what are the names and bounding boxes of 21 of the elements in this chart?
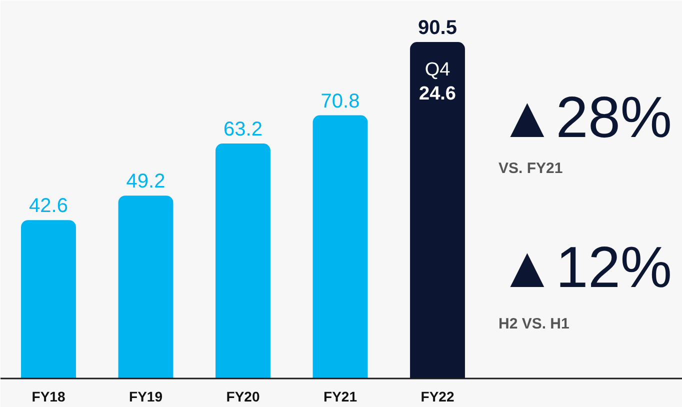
bar [118, 196, 174, 378]
data-label: 63.2 [224, 118, 262, 141]
x-tick-label: FY21 [324, 388, 358, 404]
text: ▲28% [498, 84, 672, 150]
annotation: Q4 [424, 59, 451, 80]
bar [216, 144, 270, 378]
x-tick-label: FY19 [129, 388, 163, 404]
x-tick-label: FY22 [420, 388, 454, 404]
x-tick-label: FY20 [226, 388, 260, 404]
text: H2 VS. H1 [498, 316, 570, 333]
bar [410, 42, 465, 378]
data-label: 42.6 [29, 195, 68, 218]
annotation: 24.6 [419, 84, 456, 105]
bar [312, 115, 368, 378]
text: ▲12% [498, 235, 672, 300]
data-label: 70.8 [320, 90, 360, 112]
bar [21, 220, 76, 378]
x-tick-label: FY18 [32, 388, 66, 404]
data-label: 90.5 [418, 17, 457, 40]
data-label: 49.2 [126, 170, 166, 193]
text: VS. FY21 [498, 160, 563, 178]
